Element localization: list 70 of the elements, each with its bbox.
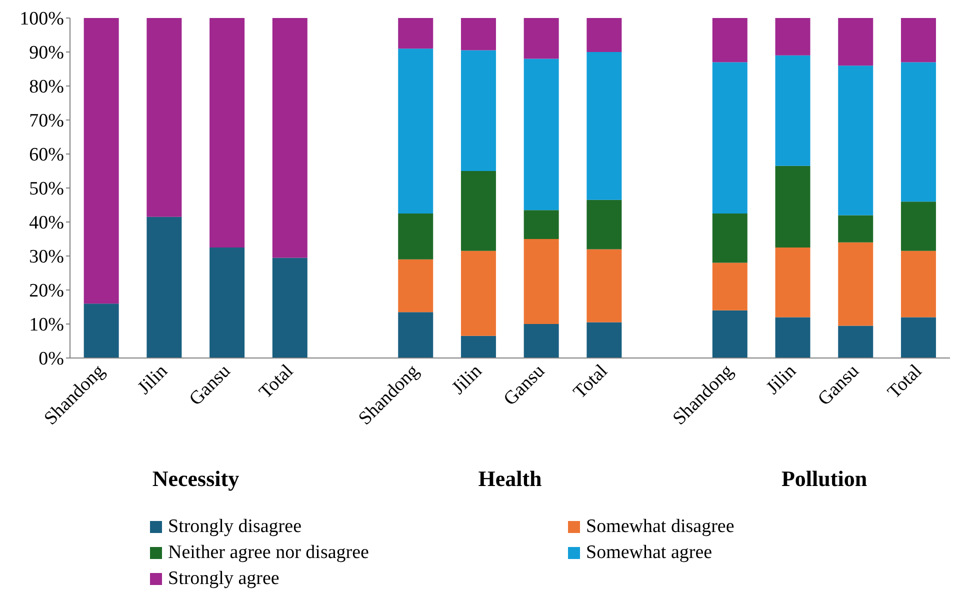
- bar: [524, 239, 559, 324]
- y-tick-label: 10%: [29, 314, 64, 336]
- bar: [146, 216, 182, 358]
- bar: [524, 324, 559, 358]
- bar: [210, 18, 245, 248]
- text: Pollution: [780, 466, 868, 492]
- bar: [712, 62, 748, 214]
- bar: [900, 202, 936, 251]
- y-tick-label: 90%: [29, 42, 64, 64]
- bar: [775, 166, 810, 248]
- bar: [775, 317, 810, 358]
- bar: [84, 18, 119, 304]
- bar: [712, 262, 748, 310]
- legend-label: Somewhat disagree: [586, 516, 734, 538]
- legend-label: Strongly disagree: [168, 516, 302, 538]
- legend-label: Somewhat agree: [586, 542, 712, 564]
- bar: [398, 214, 434, 260]
- bar: [460, 250, 496, 336]
- bar: [900, 317, 936, 358]
- x-tick-label: Jilin: [134, 360, 172, 399]
- bar: [838, 242, 874, 326]
- y-tick-label: 80%: [29, 76, 64, 98]
- y-tick-label: 50%: [29, 178, 64, 200]
- bar: [460, 50, 496, 171]
- bar: [524, 18, 559, 59]
- bar: [210, 248, 245, 358]
- bar: [900, 18, 936, 62]
- y-tick-label: 30%: [29, 246, 64, 268]
- bar: [712, 18, 748, 62]
- bar: [398, 18, 434, 49]
- y-tick-label: 70%: [29, 110, 64, 132]
- bar: [838, 66, 874, 216]
- bar: [586, 200, 622, 250]
- bar: [586, 322, 622, 358]
- bar: [146, 18, 182, 217]
- bar: [398, 48, 434, 214]
- bar: [398, 312, 434, 358]
- y-tick-label: 100%: [20, 8, 64, 30]
- bar: [524, 58, 559, 210]
- bar: [838, 326, 874, 358]
- bar: [460, 171, 496, 251]
- bar: [272, 258, 308, 358]
- bar: [586, 249, 622, 322]
- bar: [586, 18, 622, 52]
- y-tick-label: 40%: [29, 212, 64, 234]
- x-tick-label: Jilin: [762, 360, 801, 399]
- y-tick-label: 0%: [38, 348, 64, 370]
- bar: [712, 310, 748, 358]
- bar: [84, 304, 119, 358]
- bar: [586, 52, 622, 200]
- bar: [272, 18, 308, 258]
- bar: [460, 336, 496, 358]
- y-tick-label: 20%: [29, 280, 64, 302]
- text: Necessity: [151, 466, 240, 492]
- y-tick-label: 60%: [29, 144, 64, 166]
- bar: [775, 248, 810, 318]
- legend-label: Strongly agree: [168, 568, 280, 590]
- bar: [775, 18, 810, 56]
- bar: [900, 62, 936, 202]
- bar: [460, 18, 496, 50]
- bar: [398, 259, 434, 312]
- legend-label: Neither agree nor disagree: [168, 542, 369, 564]
- bar: [775, 55, 810, 166]
- bar: [712, 214, 748, 263]
- bar: [838, 215, 874, 242]
- x-tick-label: Jilin: [448, 360, 486, 399]
- text: Health: [477, 466, 543, 492]
- bar: [900, 250, 936, 318]
- bar: [838, 18, 874, 66]
- bar: [524, 210, 559, 239]
